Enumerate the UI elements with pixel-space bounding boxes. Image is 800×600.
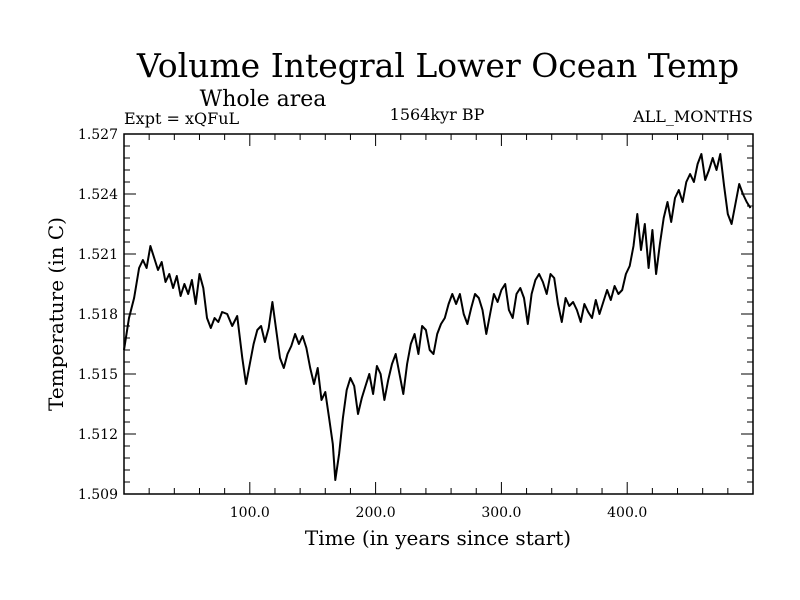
experiment-label: Expt = xQFuL (124, 109, 240, 128)
x-tick-label: 200.0 (356, 505, 396, 521)
x-tick-label: 100.0 (230, 505, 270, 521)
axis-ticks (124, 134, 753, 494)
x-axis-label: Time (in years since start) (305, 526, 571, 550)
y-tick-label: 1.518 (78, 307, 118, 323)
temperature-series-line (123, 153, 752, 481)
tick-labels: 100.0 200.0 300.0 400.0 1.509 1.512 1.515 1.518… (78, 127, 647, 521)
chart-title: Volume Integral Lower Ocean Temp (136, 46, 739, 85)
y-tick-label: 1.521 (78, 247, 118, 263)
y-tick-label: 1.509 (78, 487, 118, 503)
chart-subtitle: Whole area (200, 87, 327, 112)
y-tick-label: 1.524 (78, 187, 118, 203)
y-tick-label: 1.512 (78, 427, 118, 443)
period-label: 1564kyr BP (390, 105, 485, 124)
y-tick-label: 1.527 (78, 127, 118, 143)
months-label: ALL_MONTHS (632, 107, 753, 126)
y-axis-label: Temperature (in C) (44, 217, 68, 411)
plot-frame (123, 133, 754, 495)
y-tick-label: 1.515 (78, 367, 118, 383)
x-tick-label: 400.0 (607, 505, 647, 521)
x-tick-label: 300.0 (481, 505, 521, 521)
